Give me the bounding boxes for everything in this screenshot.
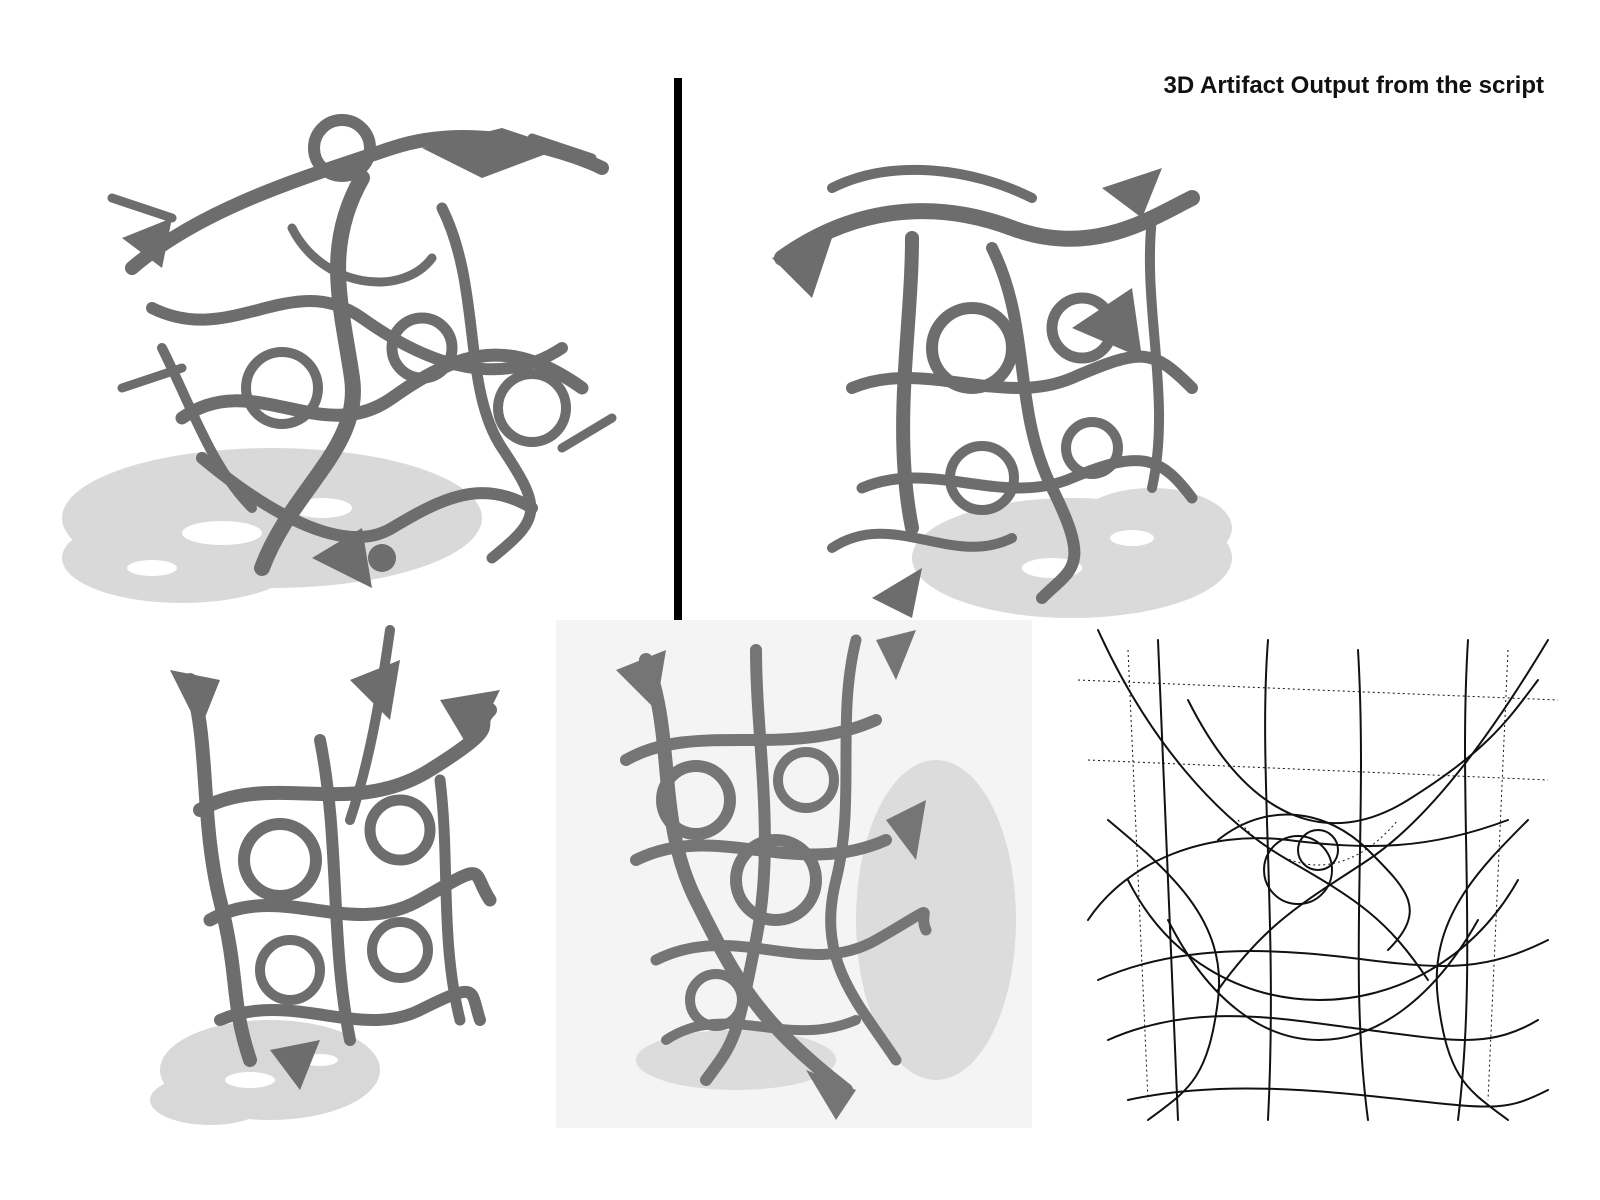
artifact-wireframe-lines	[1068, 620, 1570, 1140]
artifact-image-5	[1077, 629, 1559, 1121]
artifact-image-2	[772, 164, 1232, 618]
artifact-image-1	[62, 114, 617, 603]
artifact-image-4	[616, 630, 1016, 1120]
vertical-divider	[674, 78, 682, 621]
artifact-render-front	[150, 620, 548, 1128]
artifact-render-perspective-right	[772, 128, 1238, 620]
artifact-render-perspective-left	[62, 88, 658, 620]
artifact-render-tall	[556, 620, 1032, 1128]
figure-caption: 3D Artifact Output from the script	[1163, 72, 1544, 99]
artifact-image-3	[150, 625, 500, 1125]
